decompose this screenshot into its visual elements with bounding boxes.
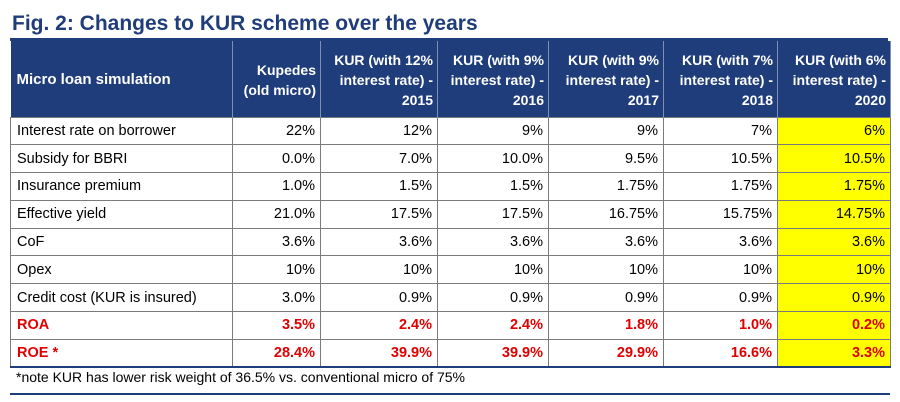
table-cell: 3.6% (777, 227, 891, 257)
table-cell: 7% (663, 116, 778, 146)
table-cell: 16.6% (663, 338, 778, 369)
kur-scheme-table: Micro loan simulation Kupedes (old micro… (10, 41, 891, 369)
table-cell: 12% (320, 116, 438, 146)
table-row: Interest rate on borrower 22% 12% 9% 9% 7% 6% (10, 116, 891, 146)
table-cell: 14.75% (777, 199, 891, 229)
figure-title: Fig. 2: Changes to KUR scheme over the y… (12, 12, 478, 35)
table-cell: 3.6% (663, 227, 778, 257)
footnote: *note KUR has lower risk weight of 36.5%… (16, 369, 465, 385)
table-cell: 1.75% (777, 172, 891, 201)
table-cell: 28.4% (232, 338, 321, 369)
table-cell: 0.9% (548, 283, 664, 313)
table-row: ROA 3.5% 2.4% 2.4% 1.8% 1.0% 0.2% (10, 311, 891, 340)
table-cell: 9% (548, 116, 664, 146)
table-cell: 1.0% (663, 311, 778, 340)
table-cell: 10.5% (777, 144, 891, 174)
table-cell: 3.6% (548, 227, 664, 257)
table-cell: 1.8% (548, 311, 664, 340)
title-divider (10, 38, 888, 41)
table-cell: 3.5% (232, 311, 321, 340)
table-cell: 1.5% (437, 172, 549, 201)
table-cell: 1.5% (320, 172, 438, 201)
table-row: Opex 10% 10% 10% 10% 10% 10% (10, 255, 891, 285)
table-cell: 10% (320, 255, 438, 285)
table-cell: 3.3% (777, 338, 891, 369)
table-cell: 2.4% (320, 311, 438, 340)
table-cell: 1.75% (548, 172, 664, 201)
column-header-micro-loan-simulation: Micro loan simulation (10, 41, 233, 117)
table-cell: 0.9% (663, 283, 778, 313)
table-cell: 10% (437, 255, 549, 285)
table-cell: 3.6% (437, 227, 549, 257)
row-label: ROE * (10, 338, 233, 369)
table-cell: 0.9% (777, 283, 891, 313)
table-cell: 7.0% (320, 144, 438, 174)
table-cell: 3.0% (232, 283, 321, 313)
column-header-kur-2020: KUR (with 6% interest rate) - 2020 (777, 41, 891, 117)
table-cell: 10.0% (437, 144, 549, 174)
table-row: Insurance premium 1.0% 1.5% 1.5% 1.75% 1.75% 1… (10, 172, 891, 201)
column-header-kur-2016: KUR (with 9% interest rate) - 2016 (437, 41, 549, 117)
row-label: Interest rate on borrower (10, 116, 233, 146)
row-label: Subsidy for BBRI (10, 144, 233, 174)
table-cell: 9.5% (548, 144, 664, 174)
table-row: ROE * 28.4% 39.9% 39.9% 29.9% 16.6% 3.3% (10, 338, 891, 369)
table-row: Credit cost (KUR is insured) 3.0% 0.9% 0.9%… (10, 283, 891, 313)
column-header-kur-2017: KUR (with 9% interest rate) - 2017 (548, 41, 664, 117)
column-header-kupedes: Kupedes (old micro) (232, 41, 321, 117)
table-cell: 0.9% (437, 283, 549, 313)
table-cell: 1.0% (232, 172, 321, 201)
table-cell: 29.9% (548, 338, 664, 369)
table-cell: 22% (232, 116, 321, 146)
table-cell: 3.6% (232, 227, 321, 257)
table-cell: 17.5% (437, 199, 549, 229)
table-cell: 10% (777, 255, 891, 285)
table-cell: 0.0% (232, 144, 321, 174)
row-label: Opex (10, 255, 233, 285)
table-cell: 10% (232, 255, 321, 285)
table-cell: 39.9% (320, 338, 438, 369)
row-label: Effective yield (10, 199, 233, 229)
table-cell: 39.9% (437, 338, 549, 369)
bottom-divider (10, 393, 890, 395)
table-cell: 10% (548, 255, 664, 285)
table-row: Effective yield 21.0% 17.5% 17.5% 16.75% 15.7… (10, 199, 891, 229)
table-header-row: Micro loan simulation Kupedes (old micro… (10, 41, 891, 117)
table-cell: 1.75% (663, 172, 778, 201)
table-cell: 2.4% (437, 311, 549, 340)
table-row: CoF 3.6% 3.6% 3.6% 3.6% 3.6% 3.6% (10, 227, 891, 257)
table-cell: 16.75% (548, 199, 664, 229)
table-cell: 17.5% (320, 199, 438, 229)
table-cell: 6% (777, 116, 891, 146)
row-label: Insurance premium (10, 172, 233, 201)
table-cell: 9% (437, 116, 549, 146)
row-label: CoF (10, 227, 233, 257)
column-header-kur-2018: KUR (with 7% interest rate) - 2018 (663, 41, 778, 117)
table-cell: 15.75% (663, 199, 778, 229)
table-cell: 0.9% (320, 283, 438, 313)
table-cell: 10.5% (663, 144, 778, 174)
table-cell: 21.0% (232, 199, 321, 229)
row-label: ROA (10, 311, 233, 340)
table-row: Subsidy for BBRI 0.0% 7.0% 10.0% 9.5% 10.5% 10… (10, 144, 891, 174)
column-header-kur-2015: KUR (with 12% interest rate) - 2015 (320, 41, 438, 117)
row-label: Credit cost (KUR is insured) (10, 283, 233, 313)
table-cell: 3.6% (320, 227, 438, 257)
table-cell: 10% (663, 255, 778, 285)
table-cell: 0.2% (777, 311, 891, 340)
